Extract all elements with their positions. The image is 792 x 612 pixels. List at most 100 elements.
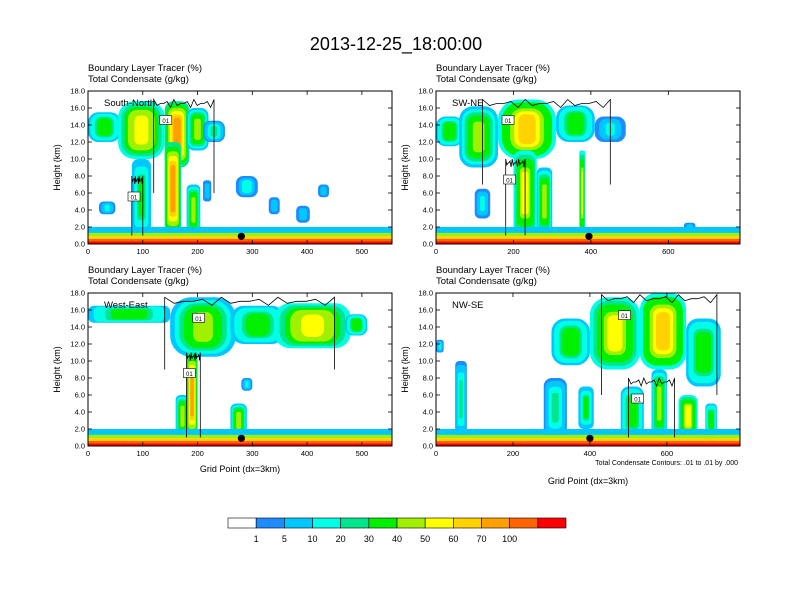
tracer-plume (318, 184, 330, 198)
ytick-label: 6.0 (423, 391, 433, 400)
colorbar-swatch (368, 517, 398, 529)
ytick-label: 8.0 (75, 172, 85, 181)
xtick-label: 400 (301, 449, 314, 458)
tracer-plume (186, 352, 198, 438)
panel-label: SW-NE (452, 98, 484, 109)
panel-subtitle-2: Total Condensate (g/kg) (88, 74, 189, 85)
station-marker (586, 434, 594, 442)
ytick-label: 6.0 (75, 189, 85, 198)
panel-subtitle-1: Boundary Layer Tracer (%) (88, 265, 202, 276)
tracer-plume (345, 314, 368, 336)
xlabel-left: Grid Point (dx=3km) (200, 464, 280, 474)
colorbar-label: 60 (448, 534, 458, 544)
ytick-label: 14.0 (70, 121, 85, 130)
ytick-label: 16.0 (70, 104, 85, 113)
colorbar-swatch (396, 517, 426, 529)
contour-note: Total Condensate Contours: .01 to .01 by… (595, 460, 738, 467)
tracer-plume (175, 395, 190, 438)
ytick-label: 10.0 (70, 155, 85, 164)
ytick-label: 6.0 (75, 391, 85, 400)
colorbar-swatch (312, 517, 341, 529)
tracer-plume (455, 361, 467, 438)
colorbar-label: 10 (307, 534, 317, 544)
xtick-label: 600 (661, 449, 674, 458)
tracer-plume (578, 386, 594, 429)
ytick-label: 0.0 (423, 240, 433, 249)
plot-area: 01 01 (436, 293, 740, 446)
xlabel-right: Grid Point (dx=3km) (548, 476, 628, 486)
ylabel: Height (km) (400, 144, 410, 191)
contour-line (153, 97, 215, 193)
tracer-plume (274, 303, 351, 349)
svg-text:01: 01 (131, 196, 138, 202)
colorbar-label: 20 (336, 534, 346, 544)
ytick-label: 12.0 (70, 138, 85, 147)
tracer-plume (268, 197, 280, 215)
tracer-plume (186, 184, 201, 236)
xtick-label: 400 (584, 449, 597, 458)
panel-subtitle-1: Boundary Layer Tracer (%) (436, 63, 550, 74)
tracer-plume (459, 106, 498, 168)
ytick-label: 18.0 (70, 289, 85, 298)
contour-label: 01 (127, 191, 141, 202)
plot-area: 01 01 (436, 91, 740, 244)
svg-text:01: 01 (195, 317, 202, 323)
ytick-label: 14.0 (418, 121, 433, 130)
contour-label: 01 (631, 393, 644, 404)
colorbar-label: 70 (476, 534, 486, 544)
tracer-plume (118, 101, 165, 159)
ytick-label: 8.0 (75, 374, 85, 383)
tracer-plume (436, 339, 444, 353)
xtick-label: 300 (246, 247, 259, 256)
ytick-label: 10.0 (418, 357, 433, 366)
xtick-label: 100 (137, 247, 150, 256)
plot-frame (87, 90, 393, 245)
ytick-label: 0.0 (423, 442, 433, 451)
ytick-label: 4.0 (75, 206, 85, 215)
panel-subtitle-2: Total Condensate (g/kg) (436, 276, 537, 287)
xtick-label: 200 (191, 247, 204, 256)
xtick-label: 0 (434, 247, 438, 256)
station-marker (237, 434, 245, 442)
colorbar-label: 50 (420, 534, 430, 544)
svg-text:01: 01 (186, 372, 193, 378)
colorbar-swatch (424, 517, 454, 529)
tracer-plume (551, 318, 590, 366)
colorbar-swatch (453, 517, 482, 529)
tracer-plume (98, 201, 116, 215)
colorbar-label: 40 (392, 534, 402, 544)
colorbar-label: 5 (282, 534, 287, 544)
contour-label: 01 (159, 115, 173, 125)
ytick-label: 0.0 (75, 442, 85, 451)
ytick-label: 4.0 (75, 408, 85, 417)
ytick-label: 14.0 (418, 323, 433, 332)
contour-line (482, 98, 611, 185)
colorbar-swatch (481, 517, 510, 529)
plot-frame (435, 90, 741, 245)
xtick-label: 200 (507, 247, 520, 256)
xtick-label: 600 (662, 247, 675, 256)
contour-line (505, 158, 526, 236)
ytick-label: 4.0 (423, 206, 433, 215)
plot-frame (435, 292, 741, 447)
tracer-plume (241, 378, 253, 391)
ytick-label: 16.0 (418, 306, 433, 315)
tracer-plume (639, 293, 687, 370)
station-marker (237, 232, 245, 240)
contour-label: 01 (501, 115, 515, 125)
ytick-label: 16.0 (418, 104, 433, 113)
colorbar: 1 5 10 20 30 40 50 60 70 100 (227, 517, 567, 544)
tracer-plume (497, 99, 557, 159)
xtick-label: 200 (191, 449, 204, 458)
ytick-label: 12.0 (70, 340, 85, 349)
xtick-label: 100 (137, 449, 150, 458)
tracer-plume (88, 305, 171, 323)
ytick-label: 18.0 (70, 87, 85, 96)
tracer-plume (686, 318, 721, 387)
plot-area: 01 01 (88, 293, 392, 446)
colorbar-swatch (227, 517, 257, 529)
ylabel: Height (km) (400, 346, 410, 393)
tracer-plume (296, 205, 310, 223)
svg-text:01: 01 (621, 314, 628, 320)
xtick-label: 0 (434, 449, 438, 458)
